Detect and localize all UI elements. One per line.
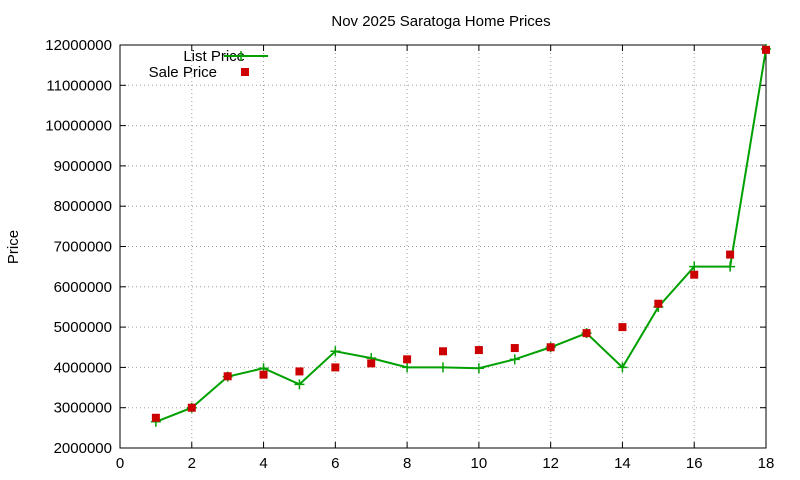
list-price-point (438, 362, 448, 373)
sale-price-point (474, 346, 483, 355)
list-price-point (330, 346, 341, 357)
y-tick-label: 10000000 (45, 118, 112, 135)
x-tick-label: 0 (116, 455, 124, 472)
sale-price-point (223, 372, 232, 381)
sale-price-point (331, 363, 340, 372)
x-tick-label: 4 (259, 455, 267, 472)
sale-price-point (259, 370, 268, 379)
y-axis-label: Price (5, 230, 22, 264)
x-tick-label: 6 (331, 455, 339, 472)
list-price-point (509, 354, 520, 365)
y-tick-label: 12000000 (45, 37, 112, 54)
legend-plus-marker (236, 51, 246, 61)
grid-lines (120, 45, 766, 448)
y-tick-label: 6000000 (54, 279, 112, 296)
x-tick-label: 16 (686, 455, 703, 472)
x-tick-label: 14 (614, 455, 631, 472)
sale-price-point (367, 359, 376, 368)
sale-price-point (295, 367, 304, 376)
y-tick-label: 11000000 (46, 77, 112, 94)
list-price-point (473, 363, 484, 374)
series-layer (150, 44, 771, 427)
y-tick-label: 4000000 (54, 359, 112, 376)
list-price-point (294, 379, 305, 390)
y-tick-label: 5000000 (54, 319, 112, 336)
x-tick-label: 2 (188, 455, 196, 472)
sale-price-point (187, 403, 196, 412)
axis-ticks: 2000000 3000000 4000000 5000000 6000000 70000… (45, 37, 774, 472)
sale-price-point (618, 323, 627, 332)
y-tick-label: 9000000 (54, 158, 112, 175)
list-price-point (689, 261, 700, 272)
y-tick-label: 8000000 (54, 198, 112, 215)
x-tick-label: 12 (542, 455, 559, 472)
sale-price-point (582, 329, 591, 338)
list-price-line (155, 48, 767, 423)
legend-label-sale-price: Sale Price (149, 64, 217, 81)
list-price-point (725, 261, 736, 272)
y-tick-label: 2000000 (54, 440, 112, 457)
legend-square-marker (241, 68, 249, 76)
sale-price-point (439, 347, 447, 356)
sale-price-point (762, 45, 770, 54)
y-tick-label: 7000000 (54, 239, 112, 256)
list-price-point (402, 362, 413, 373)
sale-price-point (690, 270, 699, 279)
x-tick-label: 10 (471, 455, 488, 472)
legend-label-list-price: List Price (183, 48, 245, 65)
sale-price-point (403, 355, 412, 364)
sale-price-point (726, 250, 735, 259)
x-tick-label: 18 (758, 455, 775, 472)
sale-price-point (510, 344, 519, 353)
list-price-point (617, 362, 628, 373)
legend: List Price Sale Price (149, 48, 268, 81)
x-tick-label: 8 (403, 455, 411, 472)
sale-price-point (151, 413, 160, 422)
sale-price-point (546, 343, 555, 352)
sale-price-point (654, 299, 663, 308)
y-tick-label: 3000000 (54, 400, 112, 417)
chart-title: Nov 2025 Saratoga Home Prices (331, 13, 550, 30)
